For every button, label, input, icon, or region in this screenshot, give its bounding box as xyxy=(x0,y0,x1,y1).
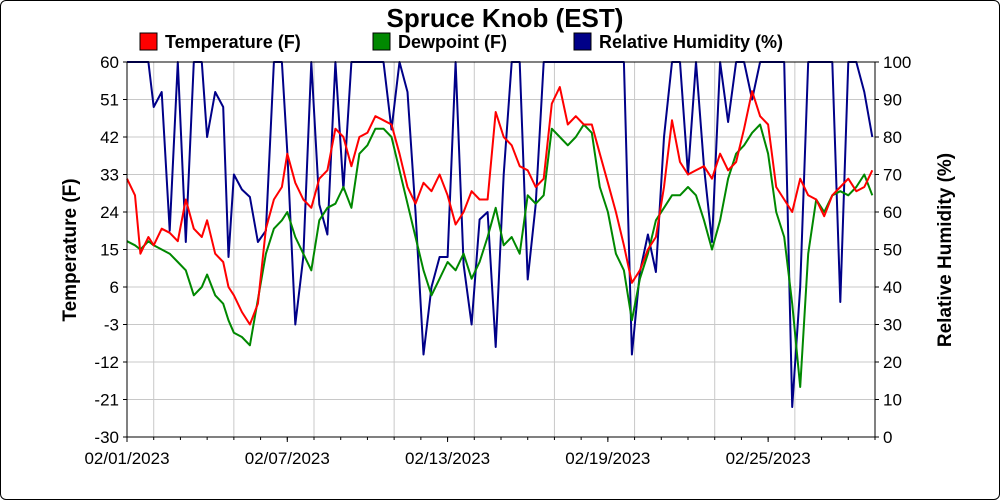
y-tick-label: -12 xyxy=(94,353,119,372)
legend-label: Relative Humidity (%) xyxy=(599,32,783,52)
y2-tick-label: 70 xyxy=(883,166,902,185)
y-tick-label: 24 xyxy=(100,203,119,222)
legend-swatch xyxy=(573,32,592,51)
chart-title: Spruce Knob (EST) xyxy=(387,3,624,33)
y-tick-label: -3 xyxy=(104,316,119,335)
y2-tick-label: 10 xyxy=(883,391,902,410)
y-tick-label: 15 xyxy=(100,241,119,260)
y-axis-title: Temperature (F) xyxy=(60,178,81,321)
x-tick-label: 02/19/2023 xyxy=(565,449,650,468)
y2-tick-label: 20 xyxy=(883,353,902,372)
y2-tick-label: 50 xyxy=(883,241,902,260)
x-tick-label: 02/07/2023 xyxy=(245,449,330,468)
axes: 6051423324156-3-12-21-301009080706050403… xyxy=(84,53,911,468)
series-line-relative-humidity xyxy=(127,61,874,408)
legend-item: Relative Humidity (%) xyxy=(573,32,783,52)
y-tick-label: 51 xyxy=(100,91,119,110)
y2-tick-label: 0 xyxy=(883,428,892,447)
y2-axis-title: Relative Humidity (%) xyxy=(935,153,956,347)
x-tick-label: 02/13/2023 xyxy=(405,449,490,468)
y2-tick-label: 30 xyxy=(883,316,902,335)
series-line-dewpoint-f xyxy=(126,123,874,388)
x-tick-label: 02/25/2023 xyxy=(726,449,811,468)
legend-label: Dewpoint (F) xyxy=(398,32,507,52)
x-tick-label: 02/01/2023 xyxy=(84,449,169,468)
y-tick-label: -21 xyxy=(94,391,119,410)
y-tick-label: 42 xyxy=(100,128,119,147)
y-tick-label: -30 xyxy=(94,428,119,447)
y-tick-label: 60 xyxy=(100,53,119,72)
legend-swatch xyxy=(139,32,158,51)
y2-tick-label: 90 xyxy=(883,91,902,110)
y2-tick-label: 100 xyxy=(883,53,911,72)
series-line-temperature-f xyxy=(126,86,874,326)
y-tick-label: 33 xyxy=(100,166,119,185)
series-layer xyxy=(126,61,874,408)
legend-item: Temperature (F) xyxy=(139,32,301,52)
legend-item: Dewpoint (F) xyxy=(372,32,507,52)
y2-tick-label: 40 xyxy=(883,278,902,297)
y-tick-label: 6 xyxy=(110,278,119,297)
y2-tick-label: 80 xyxy=(883,128,902,147)
y2-tick-label: 60 xyxy=(883,203,902,222)
legend-label: Temperature (F) xyxy=(165,32,301,52)
plot-border xyxy=(126,61,876,438)
legend: Temperature (F) Dewpoint (F) Relative Humi… xyxy=(139,32,783,52)
legend-swatch xyxy=(372,32,391,51)
